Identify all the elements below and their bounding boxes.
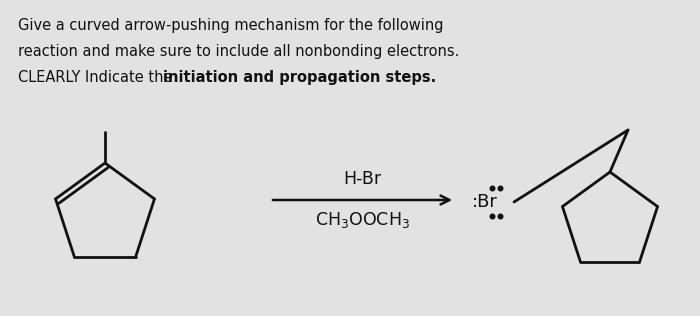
Text: CLEARLY Indicate the: CLEARLY Indicate the [18, 70, 177, 85]
Text: H-Br: H-Br [344, 170, 382, 188]
Text: reaction and make sure to include all nonbonding electrons.: reaction and make sure to include all no… [18, 44, 459, 59]
Text: initiation and propagation steps.: initiation and propagation steps. [163, 70, 436, 85]
Text: :Br: :Br [472, 193, 498, 211]
Text: Give a curved arrow-pushing mechanism for the following: Give a curved arrow-pushing mechanism fo… [18, 18, 444, 33]
Text: CH$_3$OOCH$_3$: CH$_3$OOCH$_3$ [315, 210, 410, 230]
